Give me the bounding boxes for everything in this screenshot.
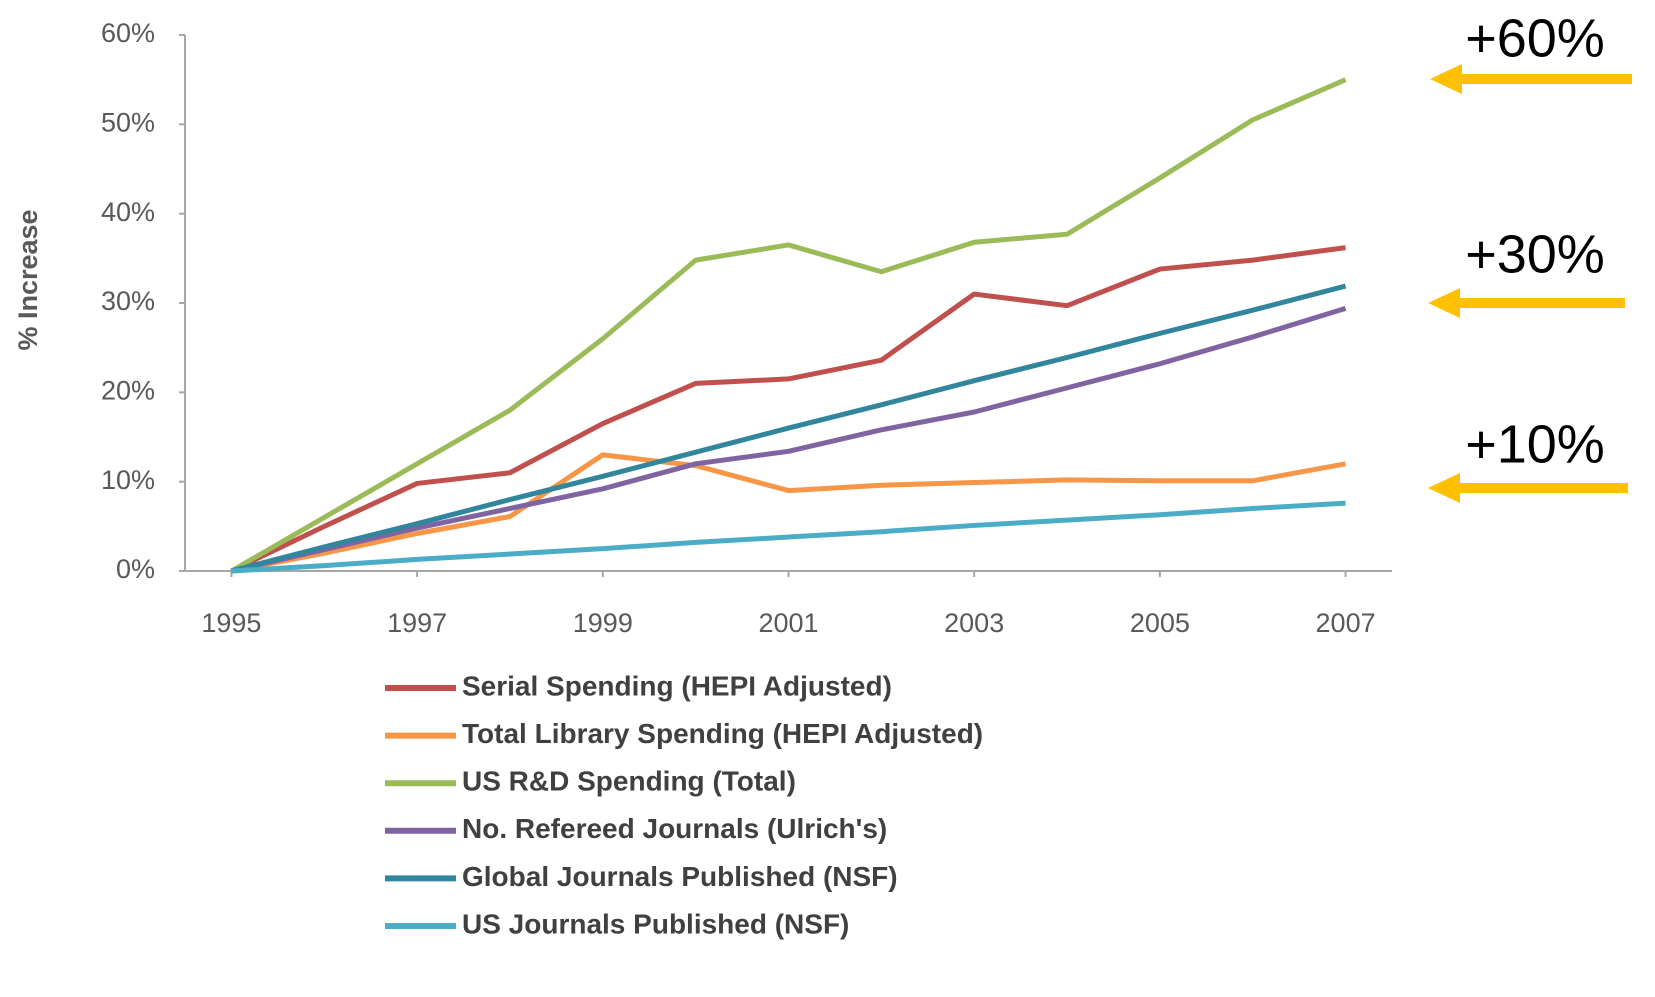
arrow	[1428, 473, 1628, 503]
legend-label: Global Journals Published (NSF)	[462, 861, 898, 892]
arrow	[1430, 64, 1632, 94]
y-tick-label: 0%	[116, 554, 155, 584]
y-tick-label: 20%	[101, 375, 155, 405]
x-tick-label: 1995	[201, 608, 261, 638]
legend-label: US Journals Published (NSF)	[462, 908, 849, 939]
series-line	[230, 452, 1347, 574]
y-tick-label: 50%	[101, 107, 155, 137]
arrows	[1428, 64, 1632, 503]
series-line	[231, 500, 1346, 574]
x-tick-label: 2007	[1316, 608, 1376, 638]
legend-label: US R&D Spending (Total)	[462, 766, 796, 797]
x-tick-label: 2003	[944, 608, 1004, 638]
annotation: +60%	[1465, 8, 1605, 68]
y-axis-label: % Increase	[13, 209, 43, 350]
series-line	[230, 245, 1346, 574]
legend-label: No. Refereed Journals (Ulrich's)	[462, 813, 887, 844]
legend-label: Total Library Spending (HEPI Adjusted)	[462, 718, 983, 749]
y-tick-label: 40%	[101, 197, 155, 227]
x-tick-label: 2005	[1130, 608, 1190, 638]
series-line	[230, 305, 1347, 574]
annotation: +30%	[1465, 224, 1605, 284]
series-line	[230, 283, 1347, 574]
legend-label: Serial Spending (HEPI Adjusted)	[462, 670, 892, 701]
x-tick-label: 1997	[387, 608, 447, 638]
x-tick-label: 2001	[758, 608, 818, 638]
series-line	[230, 77, 1347, 574]
annotation: +10%	[1465, 414, 1605, 474]
x-tick-label: 1999	[573, 608, 633, 638]
arrow	[1428, 288, 1625, 318]
y-tick-label: 30%	[101, 286, 155, 316]
y-tick-label: 60%	[101, 18, 155, 48]
y-tick-label: 10%	[101, 465, 155, 495]
